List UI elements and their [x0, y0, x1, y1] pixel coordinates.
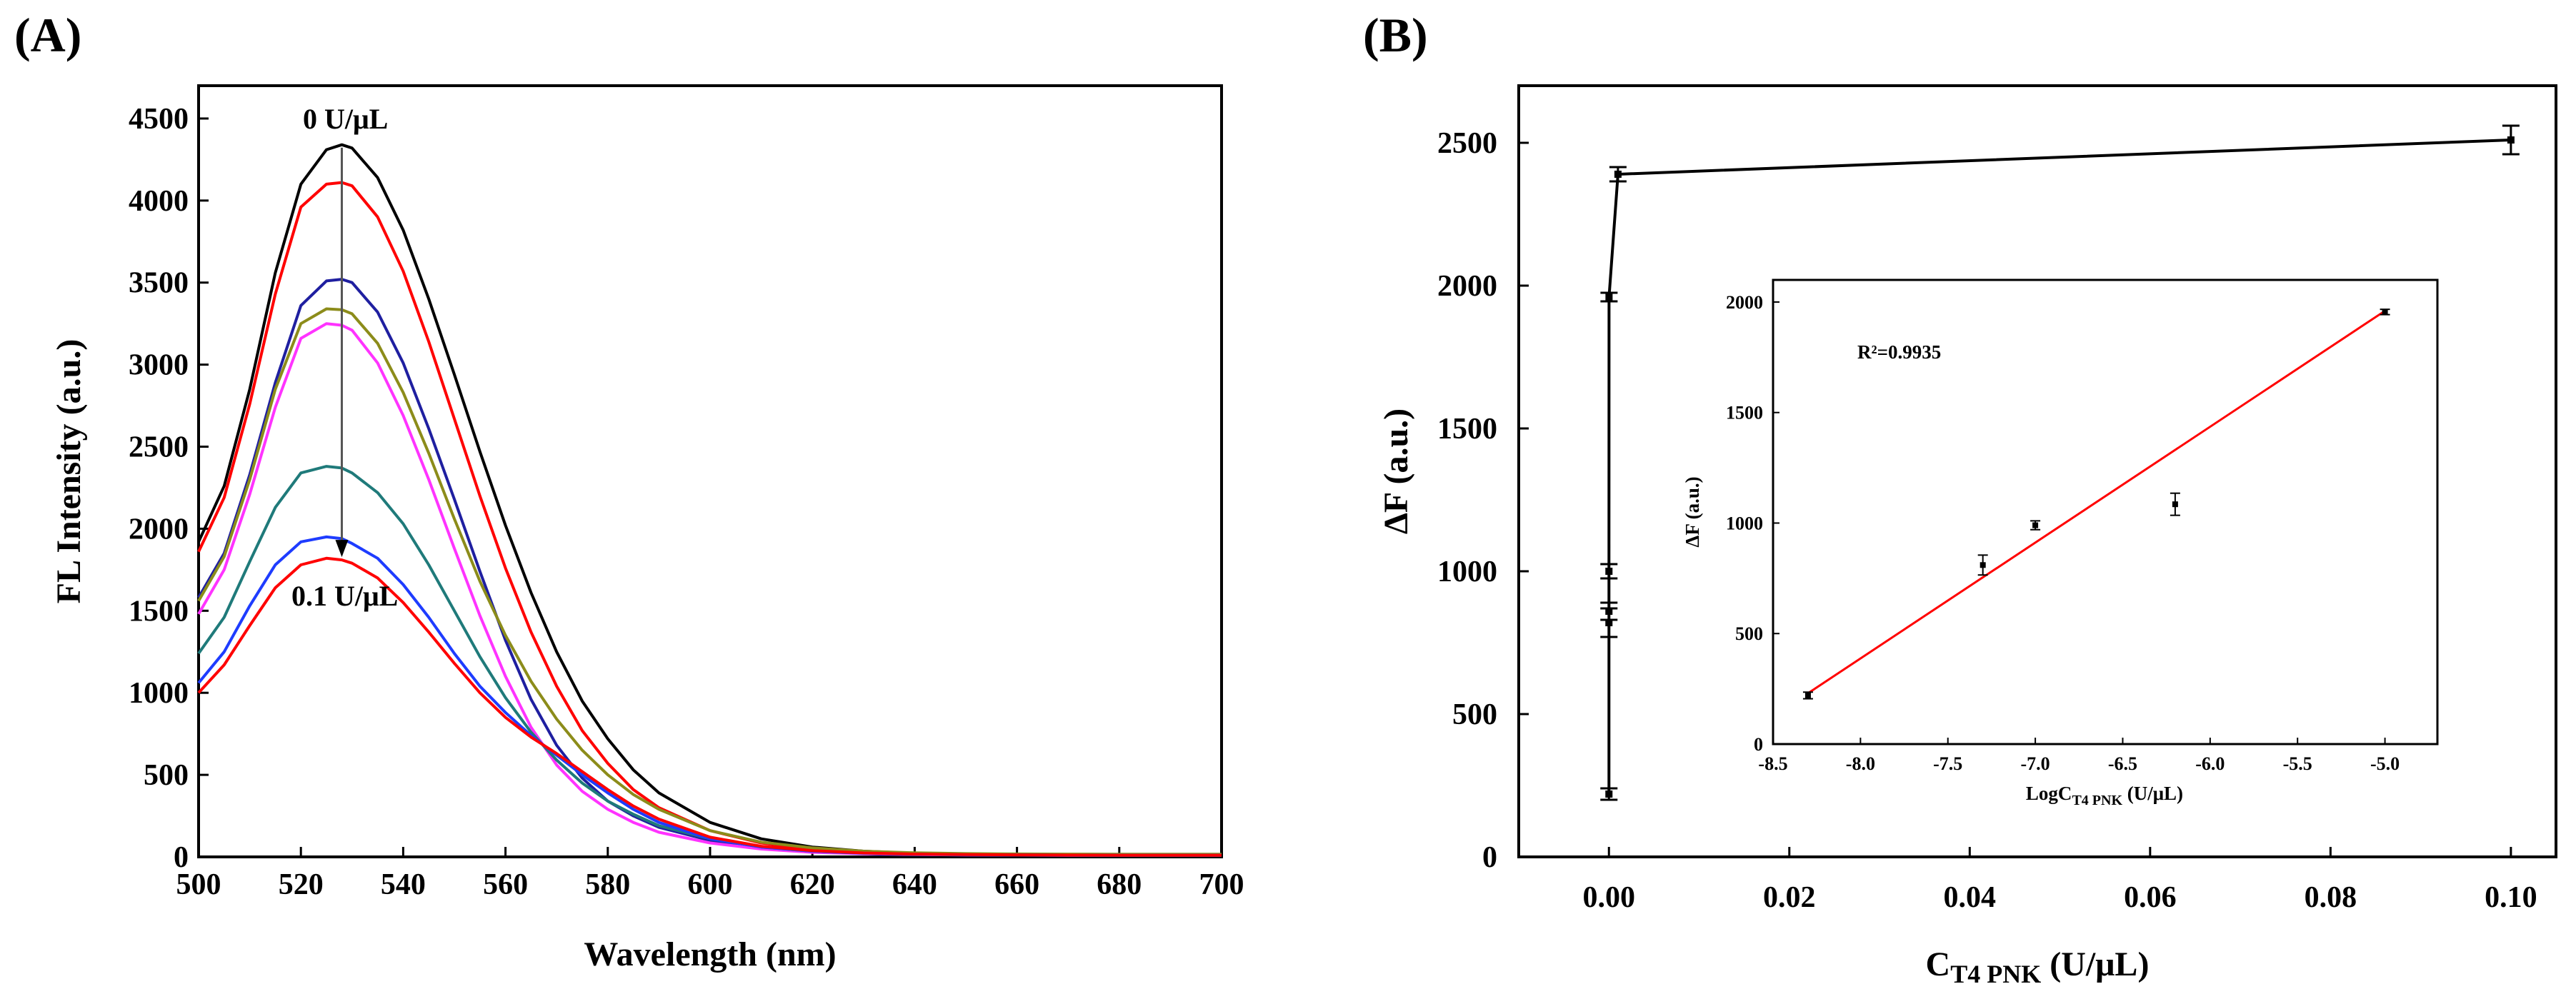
spectrum-series-line-8	[197, 556, 1222, 857]
x-tick-label: 520	[279, 868, 324, 901]
panel-a-plot-frame	[197, 84, 1223, 858]
inset-y-tick-label: 1500	[1726, 403, 1763, 423]
inset-y-tick-label: 2000	[1726, 292, 1763, 313]
panel-a-chart: 500 520 540 560 580 600 620 640 660 680 700 050010…	[50, 84, 1244, 973]
y-tick-label: 3000	[129, 349, 189, 382]
panel-b-series-group	[1600, 124, 2520, 801]
inset-x-tick-label: -6.0	[2195, 753, 2225, 774]
y-tick-label: 4000	[129, 185, 189, 218]
inset-data-point	[2172, 501, 2178, 508]
inset-series-group	[1802, 308, 2390, 700]
inset-y-tick-label: 0	[1754, 734, 1763, 755]
inset-data-point	[1980, 562, 1986, 568]
x-tick-label: 660	[994, 868, 1039, 901]
y-tick-label: 1000	[129, 677, 189, 710]
inset-r-squared: R²=0.9935	[1857, 341, 1941, 363]
panel-a-x-axis-title: Wavelength (nm)	[584, 935, 836, 973]
data-point	[1605, 293, 1613, 301]
y-tick-label: 2500	[1437, 127, 1497, 160]
panel-a-y-ticks: 0 500 1000 1500 2000 2500 3000 3500 4000 4500	[129, 103, 209, 874]
panel-a-label: (A)	[14, 8, 81, 62]
inset-data-point	[2032, 522, 2039, 528]
x-tick-label: 0.06	[2124, 881, 2177, 914]
inset-x-ticks: -8.5 -8.0 -7.5 -7.0 -6.5 -6.0 -5.5 -5.0	[1758, 738, 2400, 774]
panel-a-y-axis-title: FL Intensity (a.u.)	[50, 339, 88, 604]
inset-x-tick-label: -5.5	[2283, 753, 2312, 774]
y-tick-label: 2500	[129, 431, 189, 464]
annotation-top: 0 U/μL	[303, 103, 388, 135]
inset-y-axis-title: ΔF (a.u.)	[1682, 476, 1703, 547]
y-tick-label: 1500	[1437, 413, 1497, 446]
inset-data-point	[1804, 692, 1811, 698]
data-point	[1605, 619, 1613, 626]
x-tick-label: 600	[688, 868, 733, 901]
inset-x-tick-label: -5.0	[2370, 753, 2400, 774]
annotation-bottom: 0.1 U/μL	[291, 580, 398, 612]
panel-a-series-group	[197, 143, 1222, 857]
y-tick-label: 500	[144, 759, 189, 792]
panel-a-x-ticks: 500 520 540 560 580 600 620 640 660 680 700	[176, 847, 1244, 901]
inset-x-tick-label: -7.0	[2021, 753, 2050, 774]
data-point	[1605, 790, 1613, 798]
inset-x-axis-title: LogCT4 PNK (U/μL)	[2026, 783, 2183, 808]
data-point	[2507, 136, 2515, 144]
spectrum-series-line-1	[197, 143, 1222, 857]
x-tick-label: 500	[176, 868, 221, 901]
spectrum-series-line-6	[197, 465, 1222, 857]
x-tick-label: 620	[790, 868, 835, 901]
x-tick-label: 700	[1199, 868, 1244, 901]
panel-b-chart: 0.00 0.02 0.04 0.06 0.08 0.10 0 500 1000 1500 200…	[1377, 84, 2557, 988]
x-tick-label: 0.04	[1944, 881, 1997, 914]
inset-x-tick-label: -8.5	[1758, 753, 1787, 774]
y-tick-label: 3500	[129, 267, 189, 300]
x-tick-label: 580	[585, 868, 630, 901]
x-tick-label: 640	[892, 868, 937, 901]
panel-b-y-ticks: 0 500 1000 1500 2000 2500	[1437, 127, 1529, 874]
x-tick-label: 680	[1097, 868, 1142, 901]
data-point	[1605, 608, 1613, 615]
y-tick-label: 0	[174, 841, 189, 874]
inset-y-ticks: 0 500 1000 1500 2000	[1726, 292, 1779, 755]
linear-fit-line	[1807, 310, 2386, 695]
y-tick-label: 1000	[1437, 556, 1497, 588]
inset-x-tick-label: -6.5	[2108, 753, 2137, 774]
x-tick-label: 540	[381, 868, 426, 901]
x-tick-label: 0.10	[2485, 881, 2537, 914]
data-point	[1614, 171, 1622, 178]
panel-b-x-axis-title: CT4 PNK (U/μL)	[1926, 945, 2150, 988]
inset-x-tick-label: -7.5	[1933, 753, 1962, 774]
panel-b-label: (B)	[1363, 8, 1428, 62]
y-tick-label: 4500	[129, 103, 189, 136]
inset-y-tick-label: 500	[1735, 623, 1763, 644]
y-tick-label: 500	[1452, 698, 1497, 731]
y-tick-label: 1500	[129, 595, 189, 628]
x-tick-label: 0.08	[2305, 881, 2357, 914]
decrease-arrow-head	[335, 540, 349, 558]
inset-plot-frame	[1772, 278, 2439, 746]
inset-x-tick-label: -8.0	[1846, 753, 1875, 774]
x-tick-label: 560	[483, 868, 528, 901]
panel-b-y-axis-title: ΔF (a.u.)	[1377, 408, 1415, 534]
inset-y-tick-label: 1000	[1726, 513, 1763, 533]
spectrum-series-line-3	[197, 278, 1222, 857]
inset-data-point	[2382, 308, 2388, 315]
x-tick-label: 0.00	[1583, 881, 1636, 914]
y-tick-label: 2000	[129, 513, 189, 546]
panel-b-x-ticks: 0.00 0.02 0.04 0.06 0.08 0.10	[1583, 847, 2537, 914]
data-point	[1605, 568, 1613, 575]
panel-b-plot-frame	[1517, 84, 2557, 858]
x-tick-label: 0.02	[1763, 881, 1816, 914]
y-tick-label: 0	[1482, 841, 1497, 874]
inset-chart: -8.5 -8.0 -7.5 -7.0 -6.5 -6.0 -5.5 -5.0 0 500 100…	[1682, 278, 2439, 808]
y-tick-label: 2000	[1437, 270, 1497, 303]
